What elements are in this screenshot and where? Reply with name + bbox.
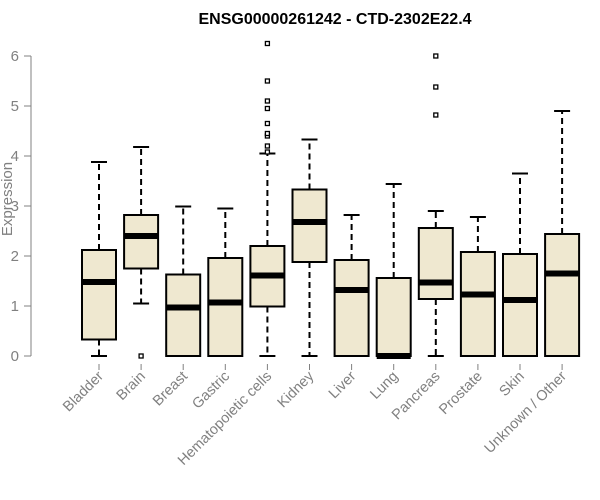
x-tick-label: Bladder xyxy=(60,368,107,415)
box-breast xyxy=(165,205,202,357)
box-unknown-other xyxy=(544,110,581,357)
box-iqr xyxy=(333,259,370,357)
box-kidney xyxy=(291,138,328,357)
box-hematopoietic-cells xyxy=(249,40,286,357)
boxes xyxy=(81,40,581,359)
x-tick-label: Lung xyxy=(367,369,401,403)
x-tick-label: Skin xyxy=(497,369,528,400)
box-iqr xyxy=(375,277,412,357)
outlier-point xyxy=(264,130,271,137)
axes: 0 1 2 3 4 5 6 xyxy=(11,48,32,365)
y-tick-label: 5 xyxy=(11,98,19,115)
box-bladder xyxy=(81,161,117,357)
x-tick-label: Liver xyxy=(326,368,360,402)
outlier-point xyxy=(264,105,271,112)
outlier-point xyxy=(433,53,439,59)
outlier-point xyxy=(264,98,271,104)
y-axis-label: Expression xyxy=(0,162,16,236)
outlier-point xyxy=(264,40,271,47)
outlier-point xyxy=(264,78,271,84)
box-skin xyxy=(502,172,538,357)
box-iqr xyxy=(81,249,117,341)
x-tick-label: Kidney xyxy=(275,368,318,411)
x-tick-label: Prostate xyxy=(436,369,485,418)
outlier-point xyxy=(138,353,144,359)
box-iqr xyxy=(291,188,328,263)
box-iqr xyxy=(123,214,160,270)
box-iqr xyxy=(417,227,454,300)
outlier-point xyxy=(264,143,271,149)
box-gastric xyxy=(207,207,244,357)
box-iqr xyxy=(502,253,538,357)
box-iqr xyxy=(207,257,244,357)
box-iqr xyxy=(165,273,202,357)
x-tick-label: Brain xyxy=(114,369,149,404)
outlier-point xyxy=(264,149,271,155)
y-tick-label: 1 xyxy=(11,298,19,315)
box-prostate xyxy=(459,216,496,357)
outlier-point xyxy=(433,84,439,90)
outlier-point xyxy=(264,120,271,127)
box-pancreas xyxy=(417,53,454,357)
box-iqr xyxy=(544,233,581,357)
outlier-point xyxy=(433,112,439,118)
y-tick-label: 4 xyxy=(11,148,19,165)
box-lung xyxy=(375,183,412,359)
y-tick-label: 0 xyxy=(11,348,19,365)
box-iqr xyxy=(459,251,496,357)
y-tick-label: 6 xyxy=(11,48,19,65)
x-tick-label: Breast xyxy=(150,369,191,410)
y-tick-label: 3 xyxy=(11,198,19,215)
box-liver xyxy=(333,214,370,357)
y-tick-label: 2 xyxy=(11,248,19,265)
box-brain xyxy=(123,146,160,359)
chart-title: ENSG00000261242 - CTD-2302E22.4 xyxy=(198,11,471,28)
